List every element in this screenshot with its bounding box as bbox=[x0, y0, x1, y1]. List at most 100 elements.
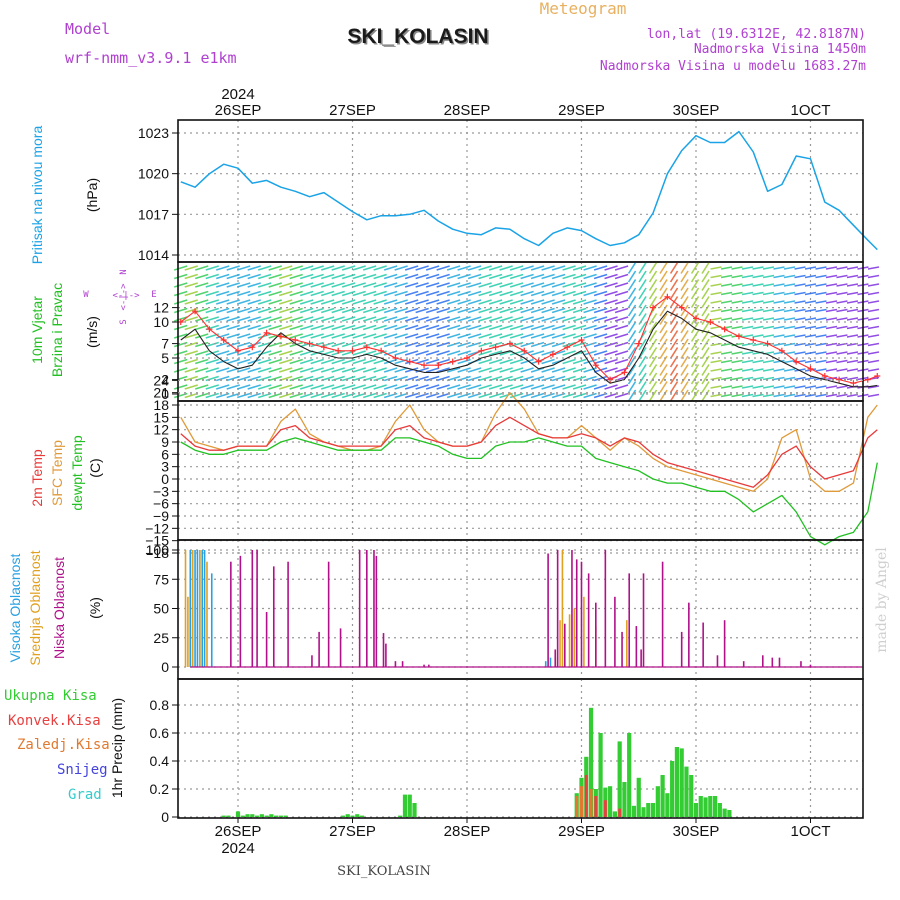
wind-barb-907 bbox=[762, 359, 775, 364]
wind-barb-608 bbox=[572, 265, 587, 271]
precip-unit: 1hr Precip (mm) bbox=[109, 698, 125, 798]
wind-ytick-label-1: 2 bbox=[161, 372, 169, 388]
wind-barb-702 bbox=[627, 381, 637, 393]
wind-barb-286 bbox=[352, 384, 366, 390]
wind-barb-118 bbox=[247, 316, 261, 322]
wind-barb-69 bbox=[215, 307, 230, 314]
compass-arrows-h: <-|-> bbox=[112, 291, 140, 301]
wind-barb-863 bbox=[731, 393, 743, 398]
precip-bar-convective-4 bbox=[618, 808, 622, 817]
wind-barb-675 bbox=[614, 290, 629, 297]
wind-barb-1002 bbox=[825, 351, 838, 355]
wind-barb-94 bbox=[226, 384, 240, 390]
wind-barb-599 bbox=[562, 324, 576, 331]
wind-barb-885 bbox=[752, 308, 764, 313]
wind-barb-370 bbox=[415, 282, 429, 288]
wind-barb-593 bbox=[562, 273, 576, 280]
wind-barb-29 bbox=[184, 375, 198, 382]
wind-barb-77 bbox=[215, 375, 230, 382]
wind-barb-729 bbox=[648, 338, 658, 351]
wind-barb-1057 bbox=[867, 274, 880, 279]
wind-barb-188 bbox=[289, 367, 303, 373]
wind-barb-509 bbox=[499, 375, 513, 382]
wind-barb-97 bbox=[236, 273, 251, 280]
wind-gust-marker-34 bbox=[664, 293, 671, 300]
wind-barb-357 bbox=[404, 307, 419, 314]
wind-barb-256 bbox=[341, 265, 356, 271]
wind-barb-642 bbox=[593, 282, 608, 288]
wind-barb-935 bbox=[783, 325, 796, 330]
wind-barb-860 bbox=[731, 368, 743, 372]
wind-barb-245 bbox=[331, 307, 345, 314]
wind-barb-1001 bbox=[825, 342, 838, 347]
wind-barb-332 bbox=[383, 367, 398, 373]
wind-barb-942 bbox=[783, 385, 796, 389]
wind-barb-804 bbox=[701, 296, 710, 308]
wind-barb-592 bbox=[562, 265, 576, 271]
wind-barb-961 bbox=[804, 274, 817, 279]
wind-barb-1018 bbox=[836, 351, 848, 355]
wind-barb-535 bbox=[520, 324, 534, 331]
wind-barb-630 bbox=[583, 316, 597, 322]
wind-barb-304 bbox=[373, 265, 387, 271]
wind-barb-590 bbox=[551, 384, 566, 390]
wind-barb-246 bbox=[331, 316, 345, 322]
wind-barb-154 bbox=[268, 350, 282, 356]
wind-gust-marker-39 bbox=[735, 333, 742, 340]
compass-south: S bbox=[119, 319, 129, 324]
wind-barb-916 bbox=[773, 300, 785, 304]
wind-barb-200 bbox=[299, 333, 314, 339]
wind-barb-749 bbox=[659, 372, 668, 385]
wind-barb-1003 bbox=[825, 359, 838, 364]
wind-barb-197 bbox=[299, 307, 314, 314]
wind-barb-576 bbox=[551, 265, 566, 271]
wind-barb-66 bbox=[215, 282, 230, 288]
wind-barb-51 bbox=[205, 290, 219, 297]
wind-barb-768 bbox=[680, 262, 689, 274]
wind-barb-601 bbox=[562, 341, 576, 348]
wind-barb-279 bbox=[352, 324, 366, 331]
wind-barb-240 bbox=[331, 265, 345, 271]
wind-barb-392 bbox=[425, 333, 440, 339]
wind-barb-289 bbox=[362, 273, 377, 280]
wind-gust-marker-49 bbox=[874, 373, 881, 379]
wind-barb-597 bbox=[562, 307, 576, 314]
wind-barb-1065 bbox=[867, 342, 880, 347]
wind-barb-108 bbox=[236, 367, 251, 373]
wind-barb-189 bbox=[289, 375, 303, 382]
wind-barb-401 bbox=[436, 273, 450, 280]
wind-barb-874 bbox=[741, 351, 754, 355]
wind-barb-130 bbox=[257, 282, 272, 288]
wind-barb-864 bbox=[741, 266, 754, 270]
wind-barb-640 bbox=[593, 265, 608, 271]
wind-barb-626 bbox=[583, 282, 597, 288]
cloud-ytick-label-2: 50 bbox=[153, 601, 169, 617]
cloud-ytick-label-4: 100 bbox=[146, 542, 170, 558]
wind-barb-981 bbox=[815, 308, 827, 313]
bottom-day-label-2: 28SEP bbox=[444, 823, 491, 840]
wind-barb-95 bbox=[226, 392, 240, 399]
wind-barb-915 bbox=[773, 291, 785, 296]
wind-barb-22 bbox=[184, 316, 198, 322]
wind-barb-996 bbox=[825, 300, 838, 304]
wind-barb-1039 bbox=[846, 393, 859, 398]
wind-barb-862 bbox=[731, 385, 743, 389]
wind-barb-478 bbox=[478, 384, 492, 390]
precip-bar-convective-2 bbox=[594, 796, 598, 817]
wind-barb-743 bbox=[659, 321, 668, 334]
wind-barb-27 bbox=[184, 358, 198, 365]
wind-barb-379 bbox=[415, 358, 429, 365]
wind-barb-59 bbox=[205, 358, 219, 365]
wind-gust-marker-21 bbox=[478, 347, 485, 354]
precip-legend: Ukupna Kisa Konvek.Kisa Zaledj.Kisa Snij… bbox=[4, 688, 110, 803]
temp-ytick-label-1: −15 bbox=[145, 533, 169, 549]
wind-barb-377 bbox=[415, 341, 429, 348]
wind-barb-112 bbox=[247, 265, 261, 271]
wind-barb-247 bbox=[331, 324, 345, 331]
wind-barb-384 bbox=[425, 265, 440, 271]
wind-barb-778 bbox=[680, 347, 689, 359]
wind-barb-419 bbox=[446, 290, 461, 297]
wind-barb-922 bbox=[773, 351, 785, 355]
temp-sfc-line bbox=[180, 392, 878, 492]
wind-barb-843 bbox=[720, 359, 733, 364]
